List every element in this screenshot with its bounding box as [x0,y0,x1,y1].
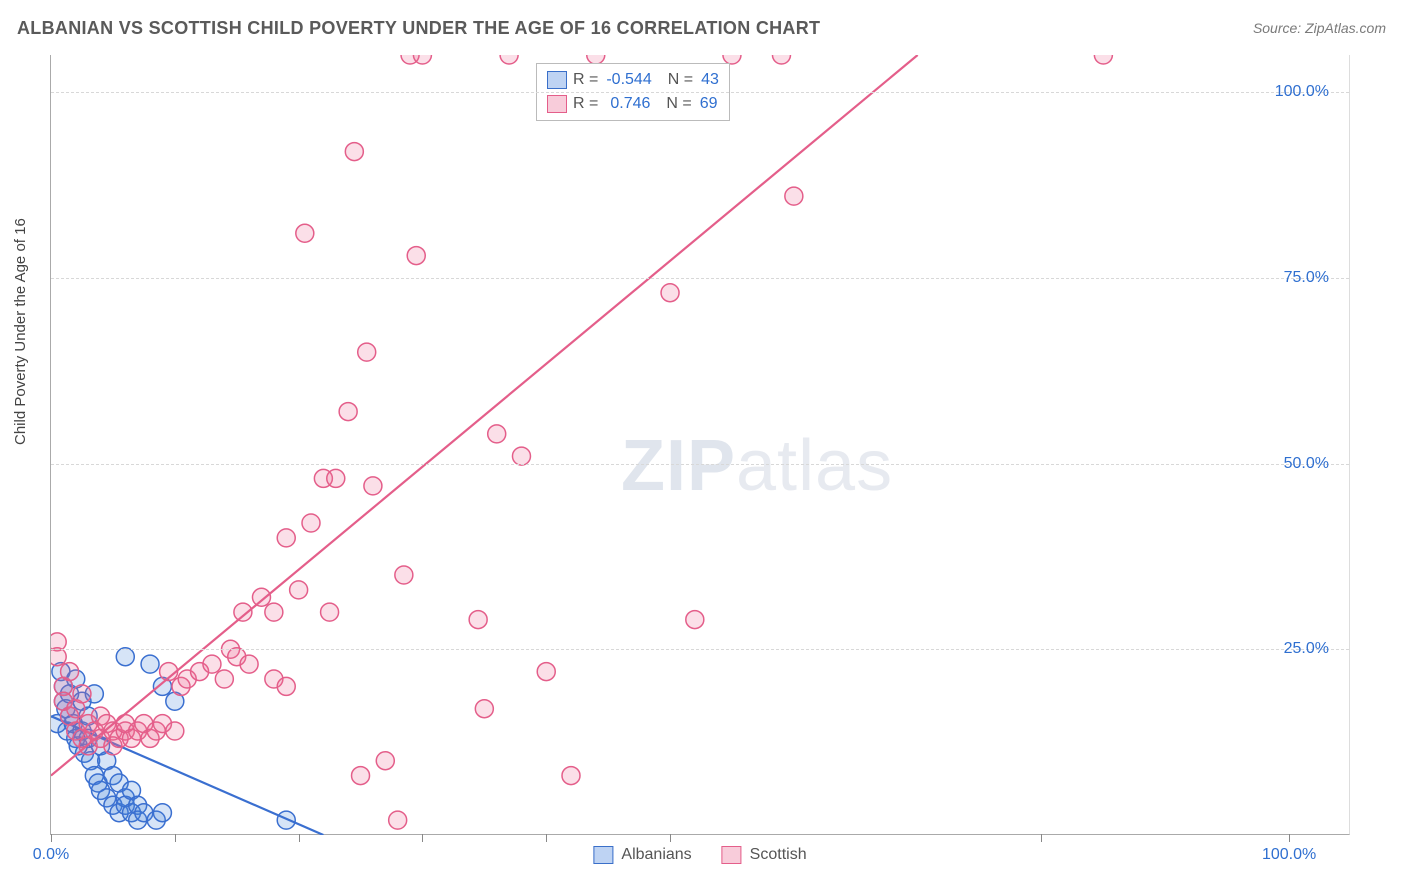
scatter-point [661,284,679,302]
swatch-pink-icon [722,846,742,864]
y-tick-label: 50.0% [1284,455,1329,473]
x-tick [299,834,300,842]
scatter-point [686,611,704,629]
bottom-legend: Albanians Scottish [593,846,806,864]
x-tick [546,834,547,842]
scatter-point [277,811,295,829]
legend-n-value-blue: 43 [701,71,719,89]
scatter-point [1094,55,1112,64]
scatter-point [389,811,407,829]
gridline-h [51,649,1349,650]
scatter-point [116,648,134,666]
x-tick [670,834,671,842]
scatter-point [376,752,394,770]
swatch-blue-icon [547,71,567,89]
x-tick [1041,834,1042,842]
scatter-point [153,804,171,822]
scatter-point [141,655,159,673]
scatter-point [537,663,555,681]
trend-line [51,55,918,776]
x-tick [422,834,423,842]
scatter-point [407,247,425,265]
scatter-point [785,187,803,205]
x-tick [1289,834,1290,842]
legend-n-label: N = [666,95,691,113]
legend-r-value-pink: 0.746 [610,95,650,113]
gridline-h [51,278,1349,279]
legend-row-albanians: R = -0.544 N = 43 [547,68,719,92]
scatter-point [302,514,320,532]
legend-label: Scottish [750,846,807,864]
scatter-point [345,143,363,161]
scatter-point [395,566,413,584]
scatter-point [339,403,357,421]
scatter-point [215,670,233,688]
y-axis-title: Child Poverty Under the Age of 16 [12,218,29,445]
scatter-point [203,655,221,673]
chart-title: ALBANIAN VS SCOTTISH CHILD POVERTY UNDER… [17,18,820,39]
x-tick [51,834,52,842]
scatter-point [772,55,790,64]
legend-n-value-pink: 69 [700,95,718,113]
scatter-point [562,767,580,785]
scatter-point [61,663,79,681]
scatter-point [73,685,91,703]
legend-r-label: R = [573,71,598,89]
scatter-point [277,529,295,547]
scatter-point [277,677,295,695]
scatter-point [488,425,506,443]
swatch-blue-icon [593,846,613,864]
legend-label: Albanians [621,846,691,864]
gridline-h [51,464,1349,465]
scatter-point [327,469,345,487]
scatter-point [321,603,339,621]
scatter-point [296,224,314,242]
scatter-point [166,722,184,740]
gridline-h [51,92,1349,93]
scatter-point [500,55,518,64]
legend-item-albanians: Albanians [593,846,691,864]
scatter-point [469,611,487,629]
x-tick-label: 0.0% [33,846,69,864]
chart-svg [51,55,1351,835]
plot-area: ZIPatlas R = -0.544 N = 43 R = 0.746 N =… [50,55,1350,835]
scatter-point [265,603,283,621]
scatter-point [240,655,258,673]
legend-n-label: N = [668,71,693,89]
legend-item-scottish: Scottish [722,846,807,864]
scatter-point [358,343,376,361]
x-tick-label: 100.0% [1262,846,1316,864]
x-tick [175,834,176,842]
scatter-point [364,477,382,495]
scatter-point [413,55,431,64]
y-tick-label: 25.0% [1284,640,1329,658]
scatter-point [475,700,493,718]
legend-row-scottish: R = 0.746 N = 69 [547,92,719,116]
scatter-point [352,767,370,785]
legend-r-value-blue: -0.544 [606,71,651,89]
legend-r-label: R = [573,95,598,113]
scatter-point [51,648,66,666]
scatter-point [252,588,270,606]
swatch-pink-icon [547,95,567,113]
scatter-point [512,447,530,465]
y-tick-label: 100.0% [1275,83,1329,101]
y-tick-label: 75.0% [1284,269,1329,287]
scatter-point [290,581,308,599]
source-attribution: Source: ZipAtlas.com [1253,20,1386,36]
